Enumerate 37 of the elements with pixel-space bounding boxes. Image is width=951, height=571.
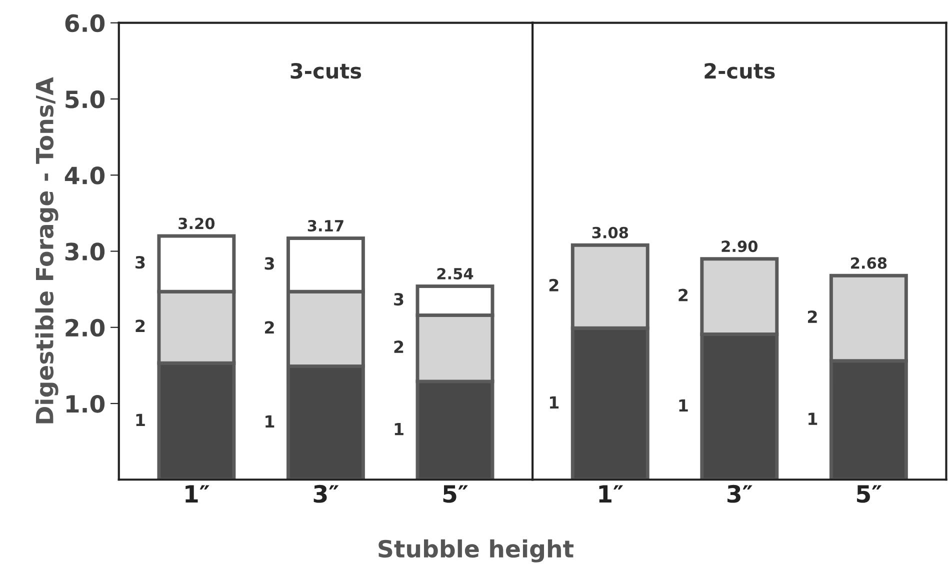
x-tick-label: 3″: [727, 484, 752, 503]
series-label: 3: [136, 256, 145, 269]
total-label: 2.54: [437, 268, 474, 280]
total-label: 2.68: [851, 257, 887, 269]
text: 1: [136, 414, 145, 426]
text: 2: [265, 321, 274, 334]
total-label: 3.17: [308, 220, 344, 232]
total-label: 3.20: [178, 218, 215, 230]
y-axis-title: Digestible Forage - Tons/A: [35, 77, 58, 424]
y-tick-label: 5.0: [66, 90, 105, 108]
x-tick-label: 3″: [314, 484, 339, 503]
y-tick-label: 1.0: [66, 394, 105, 413]
text: 2: [808, 310, 817, 323]
series-label: 1: [266, 415, 274, 428]
x-tick-label: 5″: [857, 485, 882, 503]
text: 3-cuts: [290, 62, 362, 79]
text: 1: [808, 412, 818, 425]
y-tick-label: 3.0: [65, 242, 105, 261]
y-tick-label: 4.0: [64, 166, 105, 184]
text: 2: [394, 340, 404, 353]
x-tick-label: 1″: [599, 485, 624, 502]
x-axis-title: Stubble height: [378, 539, 574, 562]
text: 1: [394, 422, 404, 436]
total-label: 3.08: [592, 226, 628, 238]
series-label: 2: [549, 278, 558, 292]
x-tick-label: 5″: [443, 485, 468, 503]
series-label: 2: [136, 320, 145, 332]
x-tick-label: 1″: [186, 485, 210, 502]
y-tick-label: 2.0: [66, 318, 105, 337]
text: 3: [264, 257, 274, 270]
text: 1: [550, 396, 559, 408]
total-label: 2.90: [722, 240, 758, 252]
y-tick-label: 6.0: [65, 14, 105, 32]
text: 2: [678, 288, 688, 302]
text: 2-cuts: [704, 62, 775, 79]
text: 3: [394, 292, 404, 306]
series-label: 1: [679, 399, 688, 412]
